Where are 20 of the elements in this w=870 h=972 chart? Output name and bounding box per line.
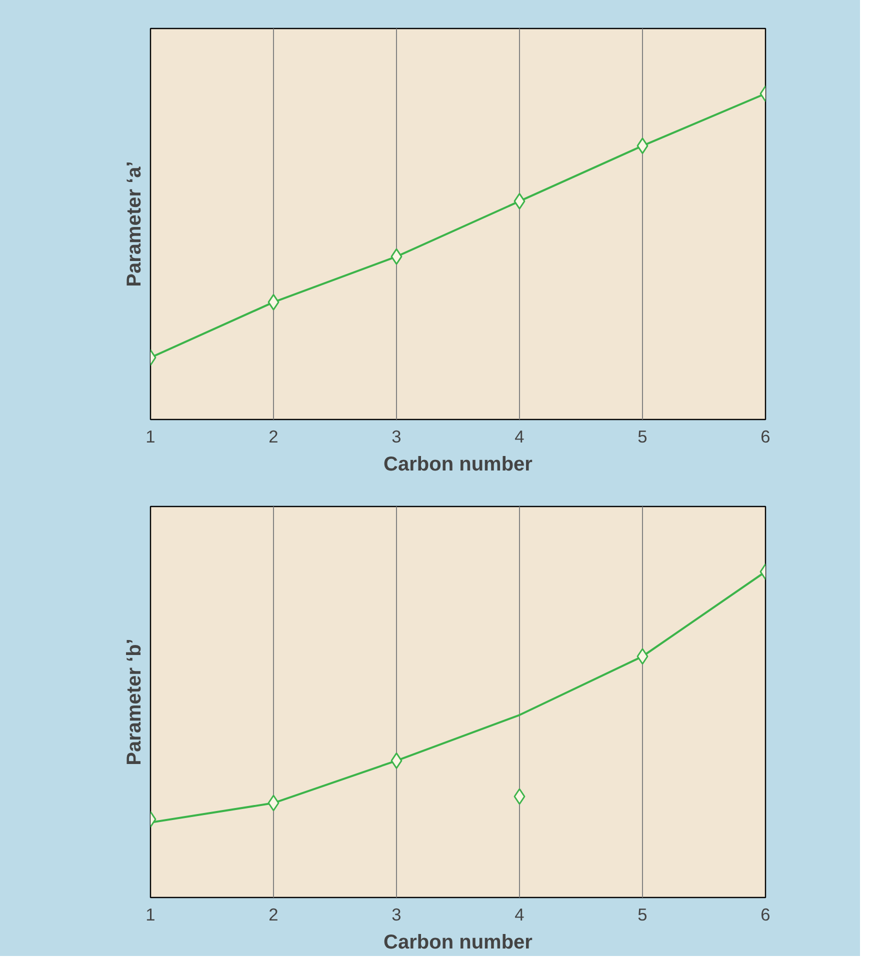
x-tick-label: 3 bbox=[392, 904, 402, 924]
x-tick-label: 1 bbox=[146, 426, 156, 446]
y-axis-title: Parameter ‘a’ bbox=[124, 161, 146, 287]
x-tick-label: 5 bbox=[638, 426, 648, 446]
point bbox=[390, 752, 402, 769]
x-tick-label: 2 bbox=[268, 904, 278, 924]
x-axis-title: Carbon number bbox=[384, 454, 533, 476]
x-axis-title: Carbon number bbox=[384, 932, 533, 954]
x-tick-label: 5 bbox=[638, 904, 648, 924]
x-tick-label: 2 bbox=[268, 426, 278, 446]
point bbox=[390, 248, 402, 265]
x-tick-label: 6 bbox=[760, 904, 770, 924]
x-tick-label: 3 bbox=[392, 426, 402, 446]
x-tick-label: 4 bbox=[514, 426, 525, 446]
x-tick-label: 1 bbox=[146, 904, 156, 924]
x-tick-label: 4 bbox=[514, 904, 525, 924]
x-tick-label: 6 bbox=[760, 426, 770, 446]
point bbox=[514, 788, 526, 805]
y-axis-title: Parameter ‘b’ bbox=[124, 638, 146, 766]
point bbox=[514, 192, 526, 210]
